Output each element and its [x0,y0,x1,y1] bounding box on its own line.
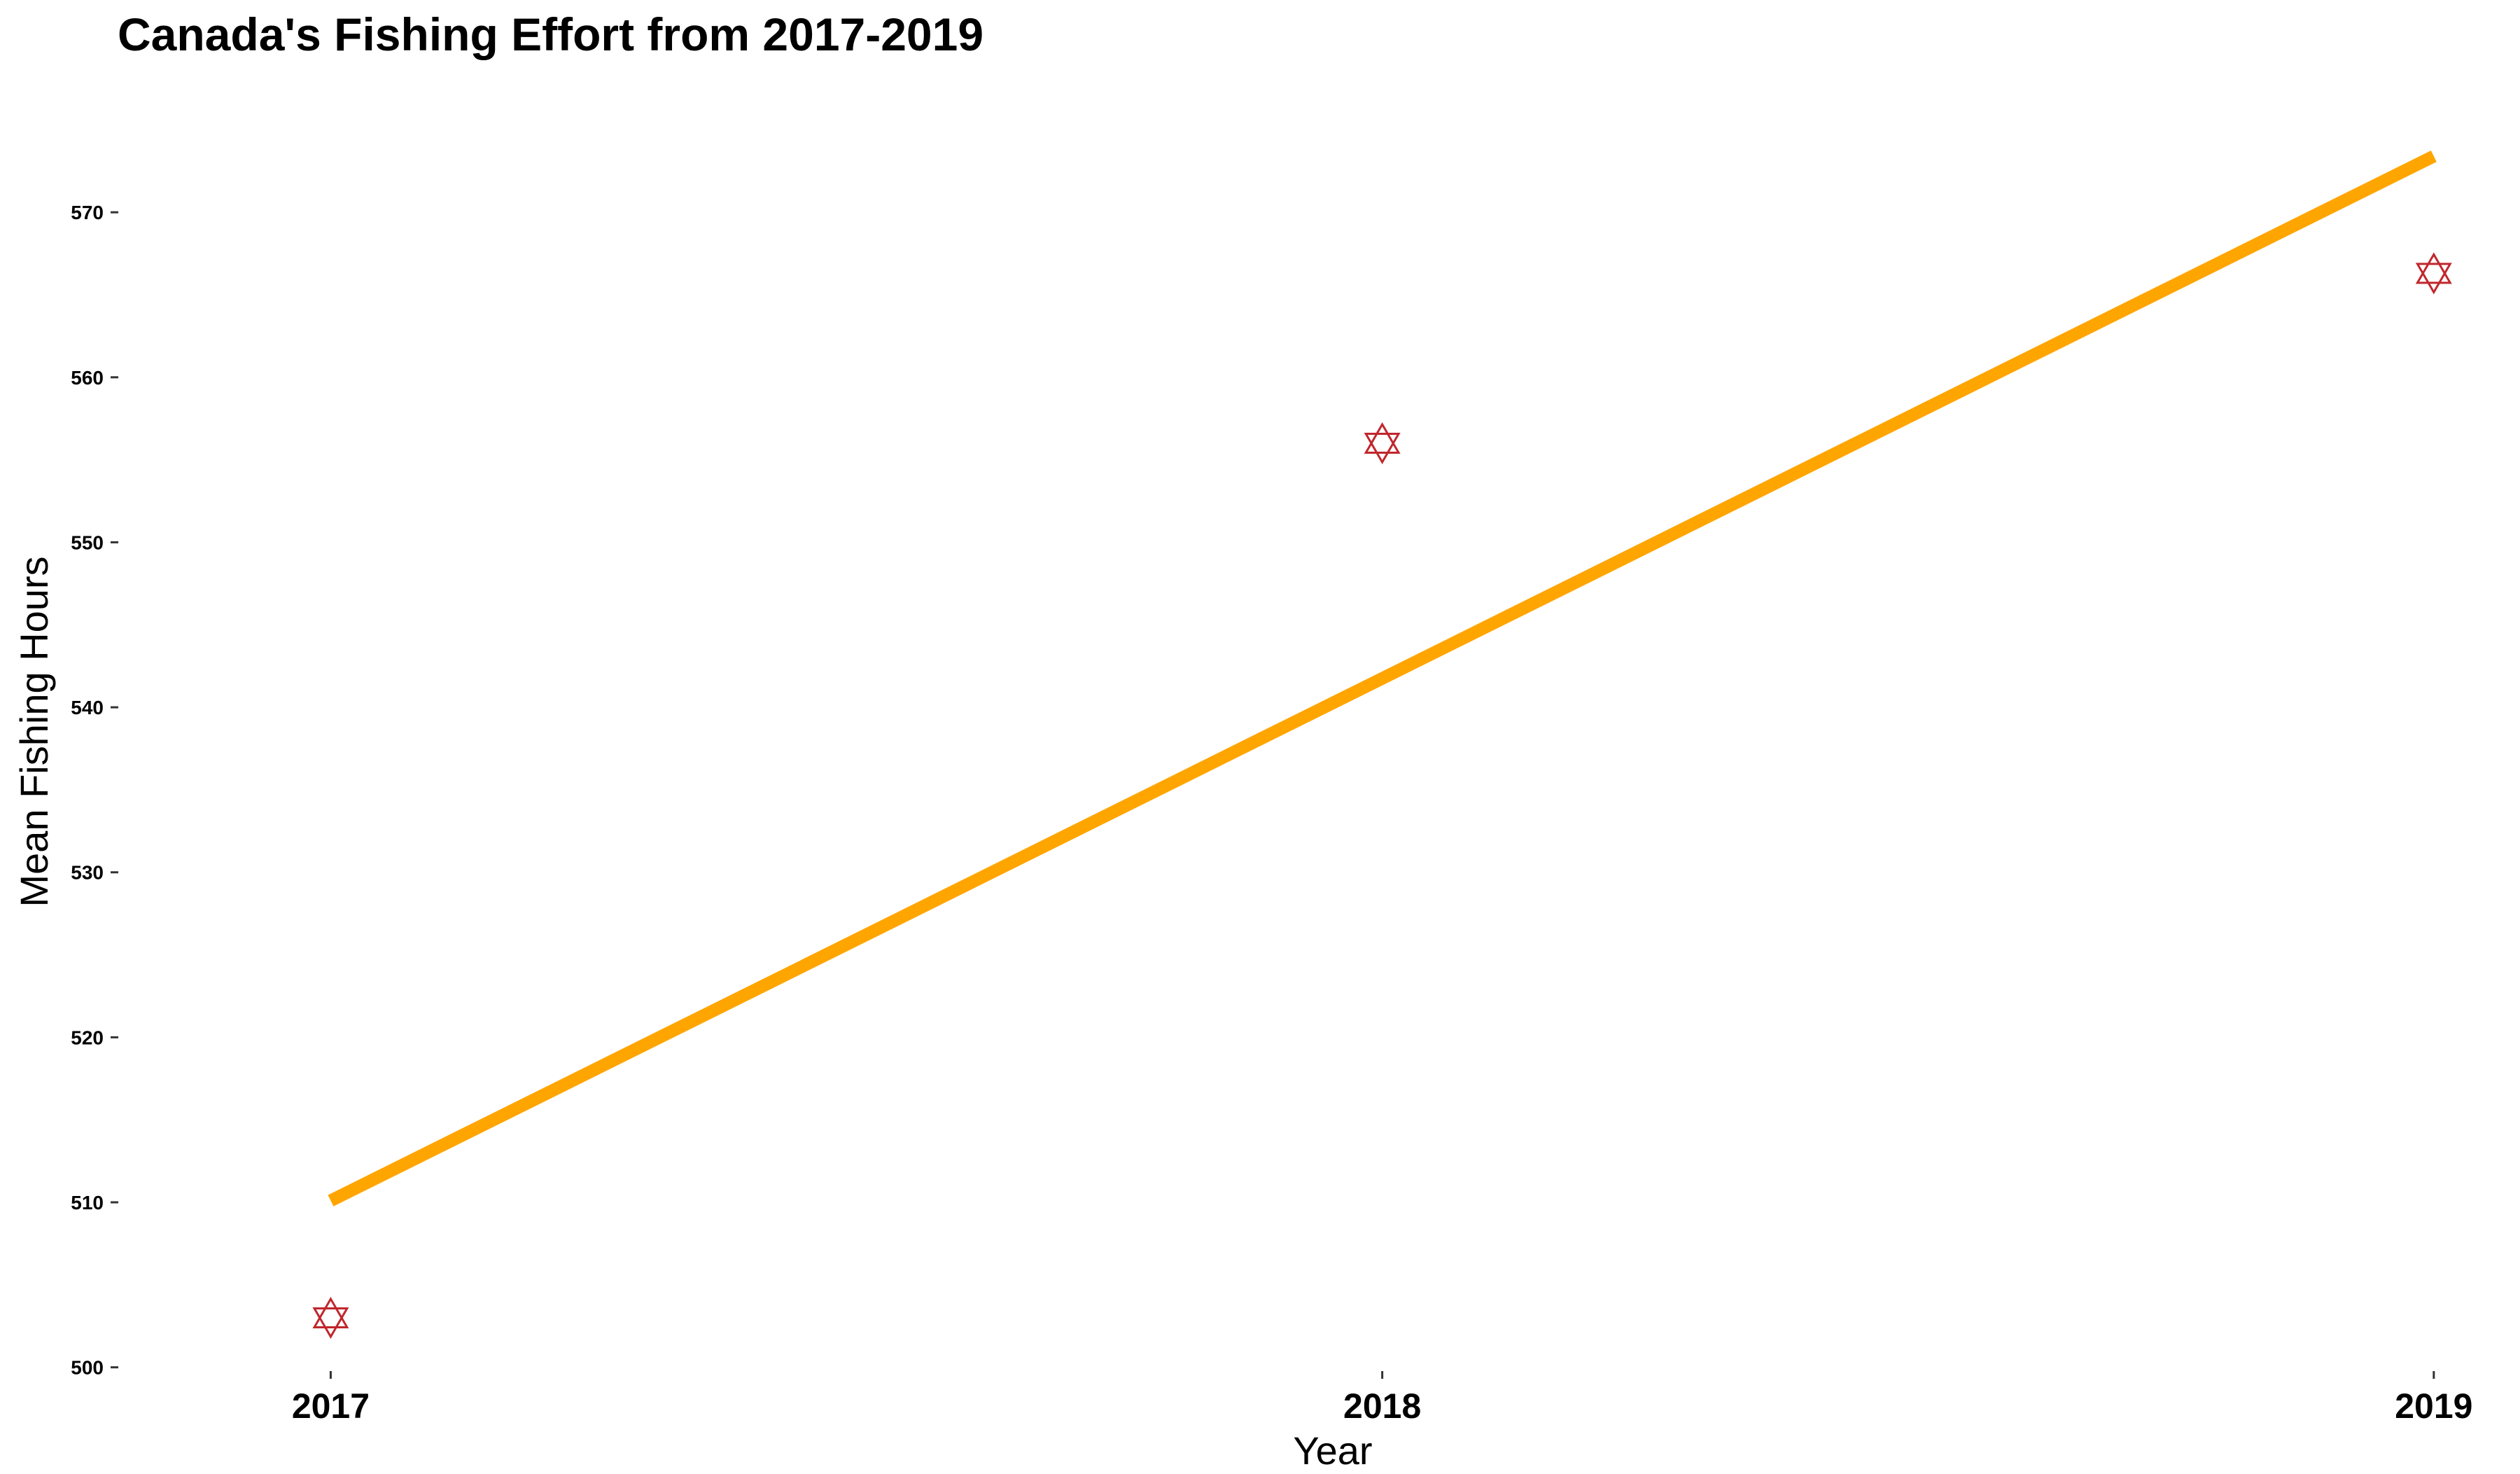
x-tick-label: 2019 [2395,1386,2472,1426]
y-tick-label: 560 [71,367,104,389]
point-triangle-up [1364,422,1401,454]
point-triangle-up [312,1296,349,1328]
point-triangle-up [2415,252,2452,284]
trend-line [328,150,2437,1207]
y-tick-label: 510 [71,1192,104,1214]
y-tick-label: 570 [71,202,104,223]
x-axis-title: Year [1293,1428,1372,1470]
data-point [1364,422,1401,465]
y-axis-ticks: 500 510 520 530 540 550 560 570 [71,202,118,1379]
x-axis-ticks: 2017 2018 2019 [292,1371,2472,1426]
y-axis-title: Mean Fishing Hours [12,556,56,907]
chart-title: Canada's Fishing Effort from 2017-2019 [118,8,983,60]
point-triangle-down [1364,433,1401,465]
y-tick-label: 530 [71,862,104,884]
data-point [312,1296,349,1339]
axis-layer: Mean Fishing Hours Year [12,556,1373,1473]
title-layer: Canada's Fishing Effort from 2017-2019 [118,8,983,60]
y-tick-label: 540 [71,697,104,718]
y-tick-label: 550 [71,531,104,553]
point-triangle-down [2415,263,2452,295]
x-tick-label: 2018 [1343,1386,1421,1426]
point-triangle-down [312,1307,349,1339]
y-tick-label: 520 [71,1027,104,1048]
y-tick-label: 500 [71,1357,104,1379]
points-layer [312,252,2452,1339]
data-point [2415,252,2452,295]
x-tick-label: 2017 [292,1386,370,1426]
trend-line-layer [328,150,2437,1207]
